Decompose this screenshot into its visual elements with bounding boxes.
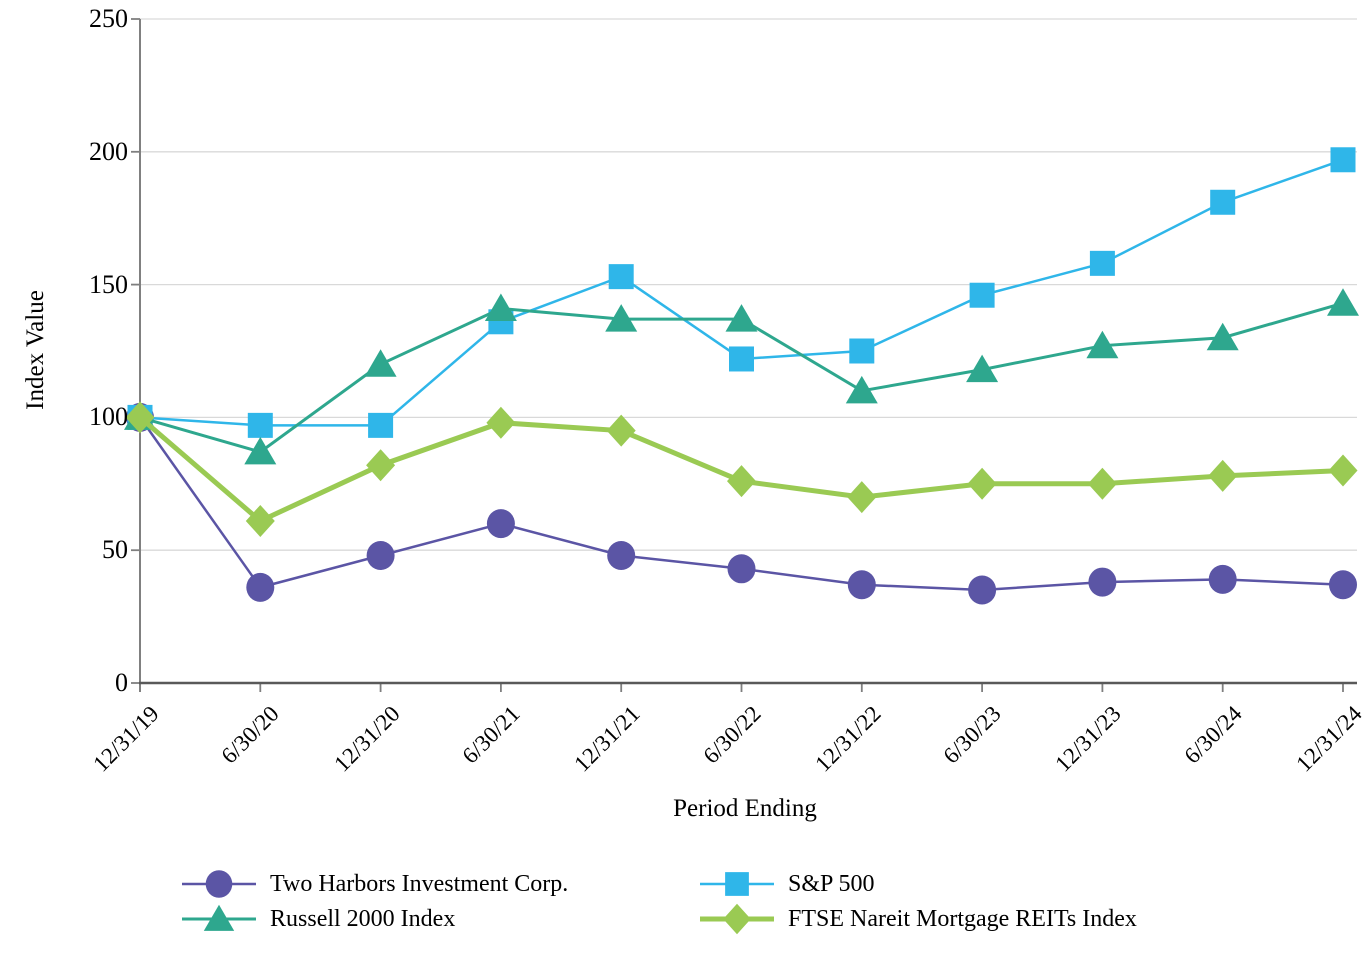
- series-line-1: [139, 158, 1344, 427]
- diamond-data-point-marker: [723, 903, 751, 935]
- diamond-data-point-marker: [967, 467, 997, 500]
- legend-item-two-harbors: Two Harbors Investment Corp.: [182, 867, 568, 901]
- circle-data-point-marker: [205, 870, 233, 898]
- triangle-data-point-marker: [364, 349, 397, 377]
- circle-data-point-marker: [727, 554, 756, 584]
- diamond-marker-icon: [700, 902, 774, 936]
- square-data-point-marker: [368, 412, 394, 438]
- triangle-data-point-marker: [605, 304, 638, 332]
- legend-marker-swatch: [700, 903, 774, 935]
- y-axis-title: Index Value: [22, 290, 49, 410]
- diamond-data-point-marker: [1087, 467, 1117, 500]
- legend-label: FTSE Nareit Mortgage REITs Index: [788, 905, 1137, 932]
- square-data-point-marker: [1089, 250, 1115, 276]
- triangle-data-point-marker: [484, 293, 517, 322]
- y-tick-label: 200: [89, 136, 128, 166]
- legend-label: Two Harbors Investment Corp.: [270, 870, 569, 897]
- triangle-data-point-marker: [845, 375, 878, 404]
- triangle-data-point-marker: [203, 904, 235, 931]
- circle-data-point-marker: [246, 572, 275, 602]
- diamond-data-point-marker: [606, 414, 636, 447]
- diamond-data-point-marker: [245, 504, 275, 537]
- y-tick-label: 0: [115, 668, 128, 697]
- circle-data-point-marker: [847, 570, 876, 600]
- y-tick-label: 100: [89, 402, 128, 432]
- square-data-point-marker: [608, 264, 634, 290]
- y-tick-label: 150: [89, 269, 128, 299]
- circle-data-point-marker: [366, 541, 395, 571]
- diamond-data-point-marker: [727, 465, 756, 498]
- square-data-point-marker: [1210, 189, 1236, 215]
- legend-item-russell-2000: Russell 2000 Index: [182, 902, 455, 936]
- legend-label: Russell 2000 Index: [270, 905, 456, 932]
- legend-marker-swatch: [700, 872, 774, 896]
- legend-label: S&P 500: [788, 870, 875, 897]
- x-axis-title: Period Ending: [673, 795, 817, 822]
- square-data-point-marker: [969, 282, 995, 308]
- circle-data-point-marker: [968, 575, 997, 605]
- triangle-data-point-marker: [1327, 288, 1359, 316]
- legend-marker-swatch: [182, 904, 256, 931]
- legend-item-ftse-nareit: FTSE Nareit Mortgage REITs Index: [700, 902, 1137, 936]
- diamond-data-point-marker: [1208, 459, 1238, 492]
- circle-data-point-marker: [486, 509, 515, 539]
- triangle-data-point-marker: [1086, 330, 1119, 359]
- circle-marker-icon: [182, 867, 256, 901]
- diamond-data-point-marker: [366, 449, 396, 482]
- triangle-data-point-marker: [244, 436, 277, 465]
- legend-marker-swatch: [182, 870, 256, 898]
- square-marker-icon: [700, 867, 774, 901]
- y-tick-label: 250: [89, 4, 128, 33]
- legend-item-sp500: S&P 500: [700, 867, 874, 901]
- circle-data-point-marker: [1329, 570, 1357, 600]
- square-data-point-marker: [729, 346, 754, 372]
- triangle-data-point-marker: [1206, 322, 1239, 351]
- diamond-data-point-marker: [486, 406, 516, 439]
- diamond-data-point-marker: [125, 401, 155, 434]
- triangle-data-point-marker: [725, 304, 758, 332]
- circle-data-point-marker: [607, 541, 636, 571]
- square-data-point-marker: [725, 872, 749, 896]
- square-data-point-marker: [849, 338, 875, 364]
- circle-data-point-marker: [1208, 564, 1237, 594]
- diamond-data-point-marker: [1328, 454, 1358, 487]
- y-tick-label: 50: [102, 535, 128, 565]
- diamond-data-point-marker: [847, 481, 877, 514]
- triangle-data-point-marker: [966, 354, 999, 383]
- square-data-point-marker: [247, 412, 273, 438]
- square-data-point-marker: [1330, 147, 1356, 173]
- triangle-marker-icon: [182, 902, 256, 936]
- circle-data-point-marker: [1088, 567, 1117, 597]
